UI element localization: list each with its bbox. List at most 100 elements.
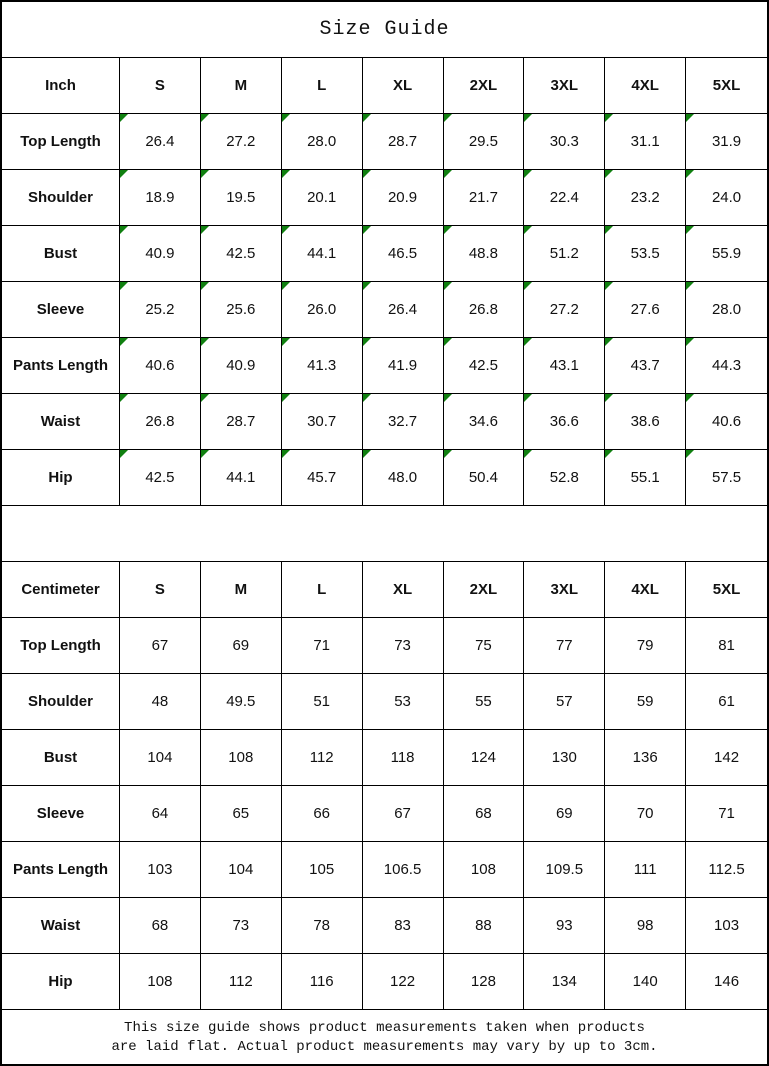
cell-text: 23.2: [630, 189, 660, 206]
size-header-cell: 4XL: [605, 58, 687, 114]
cell-corner-marker-icon: [200, 170, 209, 178]
cell-corner-marker-icon: [686, 394, 695, 402]
cell-text: 32.7: [387, 413, 418, 430]
cell-text: 40.6: [711, 413, 742, 430]
cell-text: 29.5: [468, 133, 499, 150]
measurement-value-cell: 31.9: [686, 114, 767, 170]
cell-corner-marker-icon: [605, 450, 614, 458]
row-label-cell: Bust: [2, 730, 120, 786]
cell-text: Hip: [48, 973, 73, 990]
measurement-value-cell: 21.7: [443, 170, 525, 226]
cell-text: 65: [232, 805, 250, 822]
measurement-value-cell: 46.5: [362, 226, 444, 282]
size-header-cell: 5XL: [686, 562, 767, 618]
measurement-value-cell: 59: [605, 674, 687, 730]
cell-text: 40.9: [226, 357, 256, 374]
table-spacer: [2, 506, 767, 562]
cell-text: 53: [394, 693, 411, 710]
cell-corner-marker-icon: [200, 114, 209, 122]
cell-text: 52.8: [549, 469, 579, 486]
cell-text: 50.4: [468, 469, 499, 486]
measurement-value-cell: 18.9: [120, 170, 201, 226]
size-header-cell: L: [281, 58, 363, 114]
cell-text: Centimeter: [21, 581, 100, 598]
cell-text: 108: [147, 973, 173, 990]
cell-text: Inch: [45, 77, 76, 94]
cell-text: 55.1: [630, 469, 660, 486]
cell-text: 28.0: [711, 301, 742, 318]
measurement-value-cell: 128: [443, 954, 525, 1010]
measurement-value-cell: 67: [120, 618, 201, 674]
measurement-value-cell: 83: [362, 898, 444, 954]
measurement-value-cell: 105: [281, 842, 363, 898]
cell-text: 75: [475, 637, 492, 654]
measurement-value-cell: 41.9: [362, 338, 444, 394]
measurement-value-cell: 104: [120, 730, 201, 786]
measurement-value-cell: 42.5: [443, 338, 525, 394]
cell-corner-marker-icon: [362, 394, 371, 402]
cell-text: 28.7: [226, 413, 256, 430]
cell-text: 71: [718, 805, 735, 822]
row-label-cell: Bust: [2, 226, 120, 282]
cell-text: 31.9: [711, 133, 742, 150]
cell-corner-marker-icon: [200, 338, 209, 346]
measurement-value-cell: 103: [120, 842, 201, 898]
cell-corner-marker-icon: [686, 226, 695, 234]
measurement-value-cell: 65: [200, 786, 282, 842]
measurement-value-cell: 78: [281, 898, 363, 954]
cell-text: 27.2: [226, 133, 256, 150]
size-header-cell: M: [200, 58, 282, 114]
measurement-value-cell: 111: [605, 842, 687, 898]
cell-text: 71: [313, 637, 331, 654]
measurement-value-cell: 55.1: [605, 450, 687, 506]
cell-text: Top Length: [20, 133, 101, 150]
cell-text: 2XL: [469, 581, 498, 598]
size-table-centimeter: Centimeter S M L XL 2XL 3XL 4XL 5XL Top Length 67 6…: [2, 562, 767, 1010]
cell-text: 44.1: [307, 245, 337, 262]
cell-text: 42.5: [226, 245, 256, 262]
cell-text: 48.0: [387, 469, 418, 486]
cell-text: L: [317, 581, 327, 598]
measurement-value-cell: 40.9: [120, 226, 201, 282]
row-label-cell: Top Length: [2, 618, 120, 674]
cell-text: M: [234, 77, 248, 94]
cell-corner-marker-icon: [362, 282, 371, 290]
cell-text: 59: [636, 693, 654, 710]
measurement-value-cell: 112.5: [686, 842, 767, 898]
cell-text: 45.7: [307, 469, 337, 486]
measurement-value-cell: 40.6: [686, 394, 767, 450]
measurement-value-cell: 124: [443, 730, 525, 786]
cell-corner-marker-icon: [605, 226, 614, 234]
cell-corner-marker-icon: [443, 450, 452, 458]
measurement-value-cell: 104: [200, 842, 282, 898]
cell-corner-marker-icon: [281, 114, 290, 122]
size-header-cell: 3XL: [524, 58, 606, 114]
row-label-cell: Pants Length: [2, 842, 120, 898]
cell-text: 57: [555, 693, 573, 710]
cell-corner-marker-icon: [443, 226, 452, 234]
measurement-value-cell: 42.5: [200, 226, 282, 282]
measurement-value-cell: 81: [686, 618, 767, 674]
cell-text: 146: [714, 973, 740, 990]
cell-corner-marker-icon: [120, 114, 128, 122]
cell-corner-marker-icon: [281, 226, 290, 234]
measurement-value-cell: 28.7: [362, 114, 444, 170]
measurement-value-cell: 140: [605, 954, 687, 1010]
measurement-value-cell: 93: [524, 898, 606, 954]
measurement-value-cell: 57.5: [686, 450, 767, 506]
measurement-value-cell: 61: [686, 674, 767, 730]
measurement-value-cell: 29.5: [443, 114, 525, 170]
cell-text: 51: [313, 693, 331, 710]
cell-corner-marker-icon: [524, 338, 533, 346]
cell-corner-marker-icon: [200, 282, 209, 290]
measurement-value-cell: 28.0: [686, 282, 767, 338]
cell-text: 49.5: [226, 693, 256, 710]
cell-text: L: [317, 77, 327, 94]
cell-text: Shoulder: [27, 693, 93, 710]
size-header-cell: S: [120, 562, 201, 618]
measurement-value-cell: 98: [605, 898, 687, 954]
cell-text: 42.5: [145, 469, 175, 486]
measurement-value-cell: 64: [120, 786, 201, 842]
cell-text: 3XL: [550, 77, 579, 94]
